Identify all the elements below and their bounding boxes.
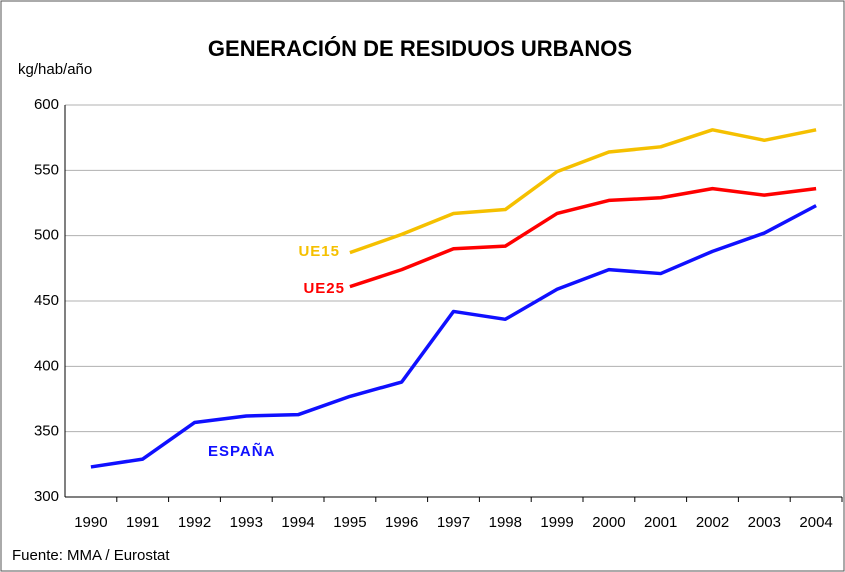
y-tick-label: 600 (34, 96, 59, 113)
x-tick-label: 1993 (230, 514, 263, 531)
y-tick-label: 550 (34, 161, 59, 178)
x-tick-label: 2001 (644, 514, 677, 531)
x-tick-label: 1997 (437, 514, 470, 531)
x-tick-label: 1994 (281, 514, 314, 531)
x-tick-label: 1998 (489, 514, 522, 531)
y-axis-label: kg/hab/año (18, 61, 92, 78)
series-line (349, 128, 817, 255)
x-tick-label: 1991 (126, 514, 159, 531)
x-tick-label: 1999 (540, 514, 573, 531)
x-tick-label: 1995 (333, 514, 366, 531)
series-line (349, 186, 817, 289)
x-tick-label: 1992 (178, 514, 211, 531)
series-label: UE15 (298, 243, 340, 260)
y-tick-label: 350 (34, 423, 59, 440)
y-tick-label: 300 (34, 488, 59, 505)
x-tick-label: 2004 (799, 514, 832, 531)
x-tick-label: 1990 (74, 514, 107, 531)
chart-title: GENERACIÓN DE RESIDUOS URBANOS (208, 36, 632, 61)
source: Fuente: MMA / Eurostat (12, 547, 170, 564)
series-line (90, 204, 817, 469)
y-tick-label: 450 (34, 292, 59, 309)
x-tick-label: 2003 (748, 514, 781, 531)
y-tick-label: 500 (34, 227, 59, 244)
y-tick-label: 400 (34, 357, 59, 374)
series-label: UE25 (303, 280, 345, 297)
x-tick-label: 2002 (696, 514, 729, 531)
x-tick-label: 1996 (385, 514, 418, 531)
series-label: ESPAÑA (208, 442, 275, 460)
x-tick-label: 2000 (592, 514, 625, 531)
